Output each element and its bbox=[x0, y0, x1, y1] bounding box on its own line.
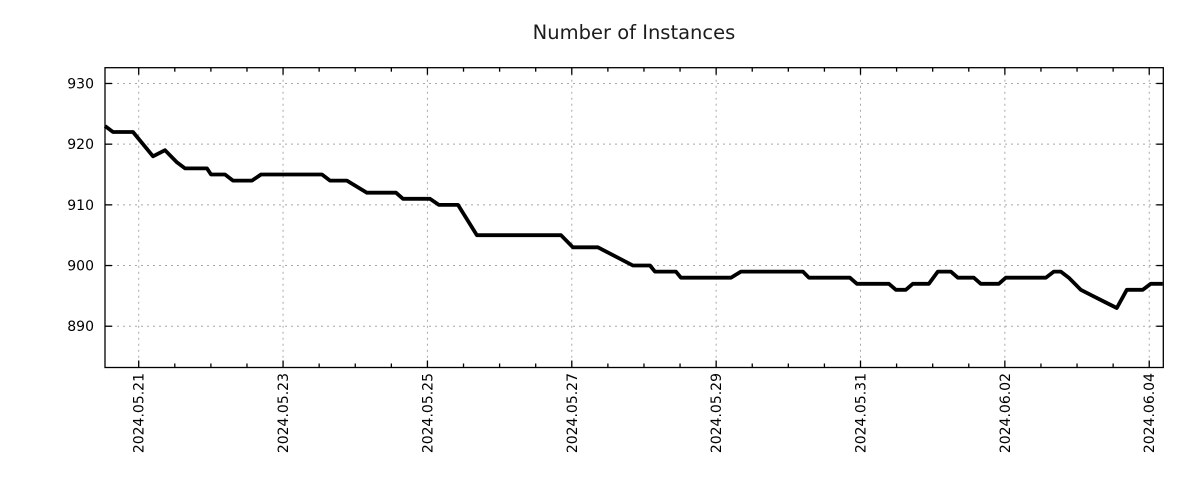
y-tick-label: 900 bbox=[67, 259, 94, 275]
x-tick-label: 2024.06.04 bbox=[1142, 373, 1158, 453]
x-tick-label: 2024.05.27 bbox=[565, 373, 581, 453]
chart-title: Number of Instances bbox=[533, 21, 736, 44]
axis-ticks bbox=[105, 67, 1164, 368]
x-tick-label: 2024.06.02 bbox=[998, 373, 1014, 453]
x-tick-label: 2024.05.31 bbox=[854, 373, 870, 453]
data-line-instances bbox=[103, 124, 1163, 310]
y-tick-label: 910 bbox=[67, 198, 94, 214]
y-tick-label: 920 bbox=[67, 137, 94, 153]
plot-border bbox=[104, 67, 1164, 369]
data-series bbox=[103, 124, 1163, 310]
x-tick-label: 2024.05.29 bbox=[709, 373, 725, 453]
y-tick-label: 890 bbox=[67, 319, 94, 335]
x-tick-label: 2024.05.21 bbox=[132, 373, 148, 453]
axis-tick-labels: 2024.05.21 2024.05.23 2024.05.25 2024.05.27… bbox=[67, 76, 1158, 453]
y-tick-label: 930 bbox=[67, 76, 94, 92]
x-tick-label: 2024.05.23 bbox=[276, 373, 292, 453]
x-tick-label: 2024.05.25 bbox=[420, 373, 436, 453]
